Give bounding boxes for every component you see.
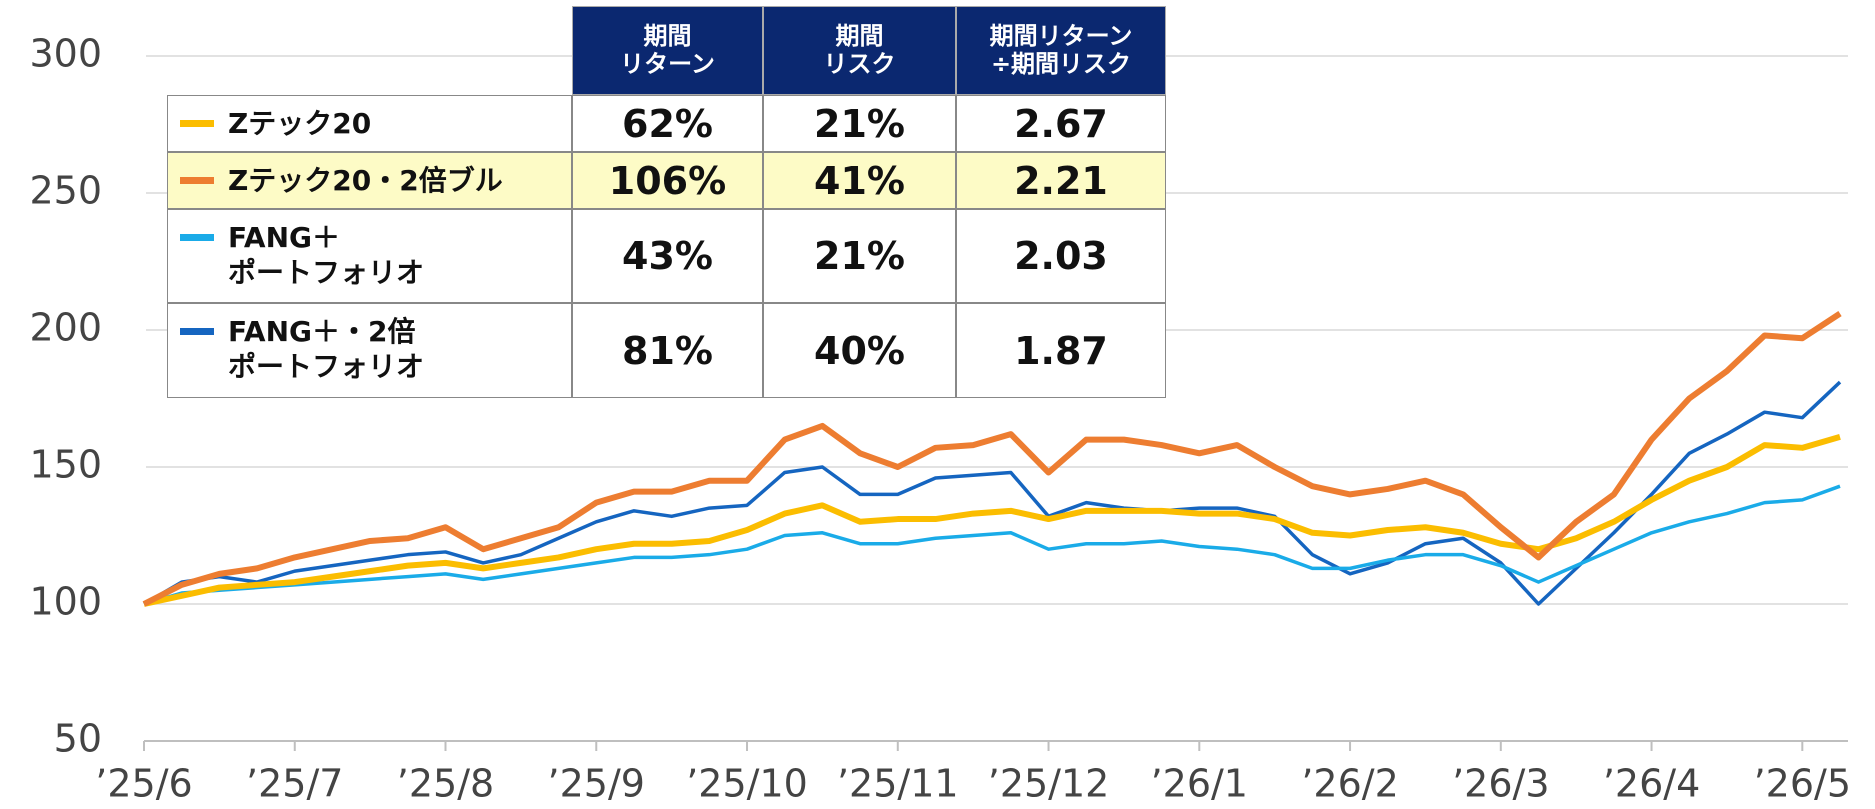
legend-label: Zテック20 — [228, 107, 372, 140]
legend-entry: Zテック20・2倍ブル — [167, 152, 572, 209]
x-tick-label: ’26/4 — [1603, 762, 1700, 806]
table-value: 43% — [572, 209, 763, 303]
legend-label: FANG＋ ポートフォリオ — [228, 221, 425, 289]
table-value: 62% — [572, 95, 763, 152]
x-tick-label: ’26/2 — [1301, 762, 1398, 806]
legend-entry: Zテック20 — [167, 95, 572, 152]
y-tick-label: 50 — [54, 717, 102, 761]
x-tick-label: ’26/5 — [1754, 762, 1851, 806]
table-value: 40% — [763, 303, 956, 398]
x-tick-label: ’25/8 — [397, 762, 494, 806]
y-tick-label: 200 — [29, 306, 102, 350]
legend-label: FANG＋・2倍 ポートフォリオ — [228, 315, 425, 383]
legend-entry: FANG＋ ポートフォリオ — [167, 209, 572, 303]
legend-entry: FANG＋・2倍 ポートフォリオ — [167, 303, 572, 398]
x-tick-label: ’25/11 — [837, 762, 959, 806]
table-value: 2.03 — [956, 209, 1166, 303]
legend-swatch — [180, 120, 214, 127]
x-tick-label: ’26/1 — [1151, 762, 1248, 806]
y-tick-label: 100 — [29, 580, 102, 624]
table-header: 期間 リターン — [572, 6, 763, 95]
x-tick-label: ’25/7 — [246, 762, 343, 806]
table-value: 1.87 — [956, 303, 1166, 398]
series-line — [142, 311, 1842, 607]
legend-swatch — [180, 328, 214, 335]
x-tick-label: ’25/12 — [988, 762, 1110, 806]
x-tick-label: ’25/10 — [686, 762, 808, 806]
legend-swatch — [180, 177, 214, 184]
table-value: 81% — [572, 303, 763, 398]
table-value: 21% — [763, 95, 956, 152]
x-tick-label: ’26/3 — [1452, 762, 1549, 806]
table-value: 41% — [763, 152, 956, 209]
table-header: 期間リターン ÷期間リスク — [956, 6, 1166, 95]
table-value: 2.67 — [956, 95, 1166, 152]
table-value: 106% — [572, 152, 763, 209]
y-tick-label: 250 — [29, 169, 102, 213]
table-header: 期間 リスク — [763, 6, 956, 95]
y-tick-label: 150 — [29, 443, 102, 487]
series-line — [143, 380, 1842, 606]
table-value: 2.21 — [956, 152, 1166, 209]
y-tick-label: 300 — [29, 32, 102, 76]
x-tick-label: ’25/9 — [548, 762, 645, 806]
x-tick-label: ’25/6 — [95, 762, 192, 806]
table-value: 21% — [763, 209, 956, 303]
series-line — [143, 484, 1841, 606]
legend-swatch — [180, 234, 214, 241]
legend-label: Zテック20・2倍ブル — [228, 164, 503, 197]
